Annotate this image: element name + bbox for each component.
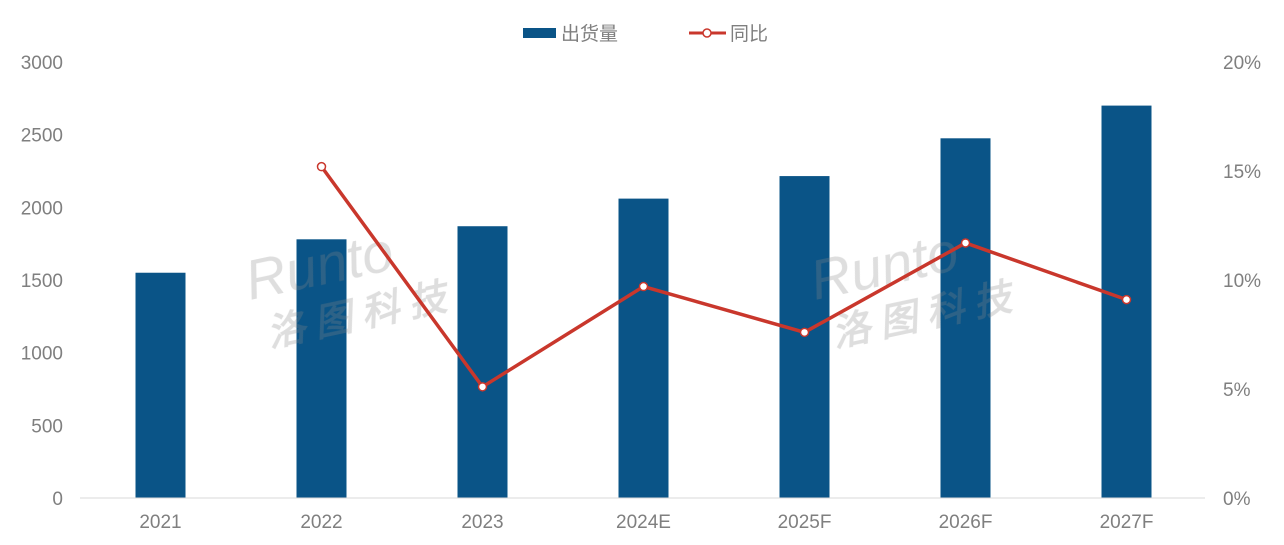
right-tick-label: 20% bbox=[1223, 53, 1261, 74]
bar bbox=[618, 198, 669, 498]
line-point bbox=[477, 382, 488, 392]
left-tick-label: 0 bbox=[52, 489, 63, 510]
x-tick-label: 2022 bbox=[300, 512, 342, 533]
line-point bbox=[638, 281, 649, 292]
x-axis: 2021 2022 2023 2024E 2025F 2026F 2027F bbox=[139, 512, 1153, 533]
x-tick-label: 2025F bbox=[778, 512, 832, 533]
left-tick-label: 1000 bbox=[21, 344, 63, 365]
left-tick-label: 2000 bbox=[21, 198, 63, 219]
line-point bbox=[799, 327, 810, 338]
right-axis: 0% 5% 10% 15% 20% bbox=[1223, 53, 1261, 510]
line-point bbox=[316, 161, 327, 172]
legend-bar-label: 出货量 bbox=[561, 23, 618, 45]
bars bbox=[135, 105, 1152, 499]
line-path bbox=[320, 165, 1128, 390]
line-series bbox=[316, 161, 1132, 392]
x-tick-label: 2023 bbox=[461, 512, 503, 533]
right-tick-label: 10% bbox=[1223, 271, 1261, 292]
left-axis: 0 500 1000 1500 2000 2500 3000 bbox=[21, 53, 63, 510]
bar bbox=[296, 239, 347, 498]
x-tick-label: 2027F bbox=[1100, 512, 1154, 533]
right-tick-label: 5% bbox=[1223, 380, 1251, 401]
line-point bbox=[1121, 294, 1132, 305]
legend-line-marker bbox=[702, 28, 712, 38]
legend-line-label: 同比 bbox=[730, 23, 768, 45]
x-tick-label: 2026F bbox=[939, 512, 993, 533]
right-tick-label: 15% bbox=[1223, 162, 1261, 183]
line-point bbox=[960, 238, 971, 248]
bar bbox=[940, 138, 991, 499]
x-tick-label: 2024E bbox=[616, 512, 671, 533]
left-tick-label: 2500 bbox=[21, 126, 63, 147]
left-tick-label: 1500 bbox=[21, 271, 63, 292]
right-tick-label: 0% bbox=[1223, 489, 1251, 510]
left-tick-label: 500 bbox=[31, 416, 63, 437]
legend: 出货量 同比 bbox=[523, 23, 768, 45]
bar bbox=[135, 272, 186, 498]
legend-bar-swatch bbox=[523, 28, 556, 38]
x-tick-label: 2021 bbox=[139, 512, 181, 533]
left-tick-label: 3000 bbox=[21, 53, 63, 74]
